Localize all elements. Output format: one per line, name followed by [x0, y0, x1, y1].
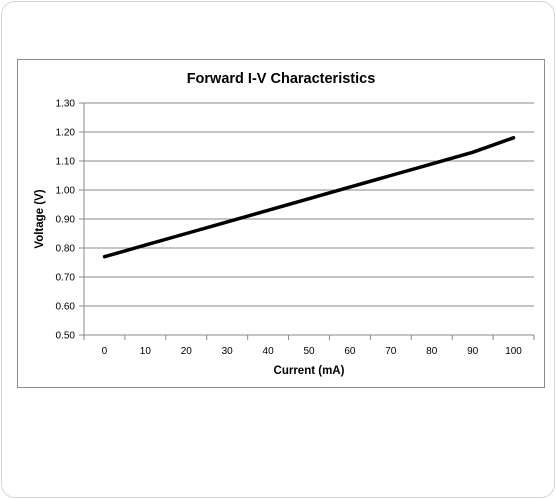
- y-tick-labels: 0.50 0.60 0.70 0.80 0.90 1.00 1.10 1.20 1.30: [56, 99, 76, 342]
- y-tick-label: 1.10: [56, 157, 76, 168]
- y-axis-title: Voltage (V): [34, 189, 46, 248]
- series-line: [102, 136, 516, 259]
- x-tick-label: 50: [303, 346, 315, 357]
- axes: [79, 102, 535, 340]
- gridlines: [84, 102, 534, 307]
- y-tick-label: 0.80: [56, 244, 76, 255]
- chart-title: Forward I-V Characteristics: [187, 71, 376, 87]
- x-tick-label: 10: [140, 346, 152, 357]
- x-axis-title: Current (mA): [274, 365, 345, 377]
- x-tick-label: 60: [344, 346, 356, 357]
- x-tick-labels: 0 10 20 30 40 50 60 70 80 90 100: [102, 346, 523, 357]
- series-group: [102, 136, 516, 259]
- x-tick-label: 30: [222, 346, 234, 357]
- x-tick-label: 100: [505, 346, 522, 357]
- line-chart: 0.50 0.60 0.70 0.80 0.90 1.00 1.10 1.20 1.30 0 10…: [34, 71, 535, 377]
- y-tick-label: 0.50: [56, 331, 76, 342]
- chart-area: 0.50 0.60 0.70 0.80 0.90 1.00 1.10 1.20 1.30 0 10…: [17, 59, 545, 388]
- y-tick-label: 1.00: [56, 186, 76, 197]
- x-tick-label: 0: [102, 346, 108, 357]
- x-tick-label: 80: [426, 346, 438, 357]
- y-tick-label: 0.60: [56, 302, 76, 313]
- x-tick-label: 40: [263, 346, 275, 357]
- y-tick-label: 0.70: [56, 273, 76, 284]
- x-tick-label: 70: [385, 346, 397, 357]
- x-tick-label: 90: [467, 346, 479, 357]
- y-tick-label: 0.90: [56, 215, 76, 226]
- x-tick-label: 20: [181, 346, 193, 357]
- y-tick-label: 1.30: [56, 99, 76, 110]
- y-tick-label: 1.20: [56, 128, 76, 139]
